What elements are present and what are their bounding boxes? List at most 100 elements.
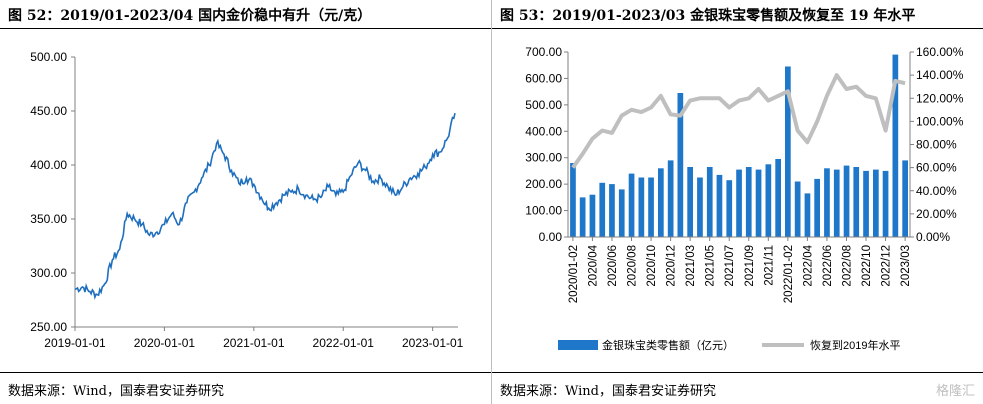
right-left-tick-label: 300.00 — [525, 151, 562, 165]
retail-bar — [677, 93, 684, 237]
retail-bar — [902, 160, 908, 237]
legend-line-label: 恢复到2019年水平 — [810, 338, 900, 352]
retail-bar — [618, 189, 625, 237]
right-right-tick-label: 100.00% — [916, 114, 964, 128]
right-x-tick-label: 2022/04 — [802, 244, 814, 286]
retail-bar — [706, 167, 713, 237]
retail-bar — [833, 169, 840, 237]
right-x-tick-label: 2022/01-02 — [783, 245, 795, 303]
right-left-tick-label: 200.00 — [525, 177, 562, 191]
right-x-tick-label: 2022/12 — [881, 245, 893, 287]
watermark-logo: 格隆汇 — [935, 384, 975, 399]
retail-bar — [570, 163, 576, 237]
retail-bar — [589, 194, 596, 237]
retail-bar — [843, 165, 850, 237]
left-y-tick-label: 400.00 — [30, 158, 67, 172]
retail-bar — [785, 66, 791, 237]
right-right-tick-label: 40.00% — [916, 184, 957, 198]
right-x-tick-label: 2020/04 — [587, 244, 599, 286]
retail-bar — [726, 180, 733, 237]
retail-bar — [599, 182, 606, 237]
retail-bar — [892, 54, 899, 237]
left-y-tick-label: 500.00 — [30, 50, 67, 64]
right-x-tick-label: 2022/10 — [861, 245, 873, 287]
retail-bar — [755, 169, 762, 237]
retail-bar — [873, 169, 879, 237]
right-x-tick-label: 2020/08 — [627, 245, 639, 287]
left-y-tick-label: 250.00 — [30, 320, 67, 334]
recovery-series-line — [571, 73, 906, 169]
retail-bar — [697, 177, 703, 237]
retail-bar — [687, 167, 693, 237]
right-x-tick-label: 2020/12 — [666, 245, 678, 287]
right-right-tick-label: 0.00% — [916, 230, 950, 244]
retail-bar — [667, 160, 674, 237]
right-left-tick-label: 700.00 — [525, 45, 562, 59]
retail-bar — [853, 167, 860, 237]
left-source-rule — [0, 372, 491, 373]
retail-bar — [775, 159, 781, 237]
left-title-rule — [0, 28, 491, 29]
left-x-tick-label: 2019-01-01 — [44, 336, 106, 350]
right-left-tick-label: 100.00 — [525, 204, 562, 218]
retail-bar — [882, 170, 889, 237]
right-right-tick-label: 160.00% — [916, 45, 964, 59]
left-chart-title: 图 52：2019/01-2023/04 国内金价稳中有升（元/克） — [8, 8, 372, 24]
left-source-text: 数据来源：Wind，国泰君安证券研究 — [8, 384, 224, 399]
right-source-text: 数据来源：Wind，国泰君安证券研究 — [500, 384, 716, 399]
right-right-tick-label: 20.00% — [916, 207, 957, 221]
retail-bar — [628, 173, 635, 237]
right-right-tick-label: 80.00% — [916, 138, 957, 152]
right-source-rule — [492, 372, 983, 373]
left-x-tick-label: 2021-01-01 — [223, 336, 285, 350]
panel-divider — [491, 0, 492, 404]
retail-bar — [863, 170, 869, 237]
left-chart-panel: 图 52：2019/01-2023/04 国内金价稳中有升（元/克） 250.0… — [0, 0, 491, 404]
right-right-tick-label: 120.00% — [916, 91, 964, 105]
retail-bar — [716, 174, 723, 237]
left-y-tick-label: 350.00 — [30, 212, 67, 226]
left-x-tick-label: 2022-01-01 — [313, 336, 375, 350]
left-x-tick-label: 2020-01-01 — [134, 336, 196, 350]
right-right-tick-label: 60.00% — [916, 161, 957, 175]
right-chart-title: 图 53：2019/01-2023/03 金银珠宝零售额及恢复至 19 年水平 — [500, 8, 916, 24]
right-left-tick-label: 0.00 — [539, 230, 563, 244]
right-x-tick-label: 2023/03 — [900, 245, 912, 287]
retail-bar — [804, 193, 811, 237]
right-left-tick-label: 400.00 — [525, 124, 562, 138]
gold-price-line-chart: 250.00 300.00 350.00 400.00 450.00 500.00 201… — [30, 50, 464, 350]
retail-bar — [648, 177, 654, 237]
retail-bar — [794, 181, 801, 237]
jewelry-retail-combo-chart: 0.00 100.00 200.00 300.00 400.00 500.00 600.00… — [525, 45, 964, 352]
right-left-tick-label: 600.00 — [525, 71, 562, 85]
retail-bar — [824, 168, 830, 237]
right-chart-panel: 图 53：2019/01-2023/03 金银珠宝零售额及恢复至 19 年水平 … — [492, 0, 983, 404]
right-left-tick-label: 500.00 — [525, 98, 562, 112]
right-x-tick-label: 2020/10 — [646, 245, 658, 287]
right-x-tick-label: 2022/06 — [822, 245, 834, 287]
right-x-tick-label: 2022/08 — [841, 245, 853, 287]
right-title-rule — [492, 28, 983, 29]
right-right-tick-label: 140.00% — [916, 68, 964, 82]
right-x-tick-label: 2021/09 — [744, 245, 756, 287]
left-x-tick-label: 2023-01-01 — [402, 336, 464, 350]
right-x-tick-label: 2021/11 — [763, 245, 775, 286]
retail-bar — [814, 178, 820, 237]
right-x-tick-label: 2021/03 — [685, 245, 697, 287]
right-x-tick-label: 2021/07 — [724, 245, 736, 287]
gold-price-series-line — [74, 113, 456, 300]
left-y-tick-label: 300.00 — [30, 266, 67, 280]
retail-bar — [658, 168, 664, 237]
retail-bar — [609, 184, 615, 237]
left-y-tick-label: 450.00 — [30, 104, 67, 118]
retail-bar — [638, 177, 645, 237]
retail-bar — [736, 169, 742, 237]
right-x-tick-label: 2021/05 — [705, 245, 717, 287]
retail-bar — [745, 167, 752, 237]
legend-bar-label: 金银珠宝类零售额（亿元） — [602, 338, 734, 352]
retail-bar — [765, 164, 772, 237]
legend-bar-swatch — [558, 340, 598, 350]
right-x-tick-label: 2020/06 — [607, 245, 619, 287]
retail-bar — [579, 197, 586, 237]
right-x-tick-label: 2020/01-02 — [568, 245, 580, 303]
